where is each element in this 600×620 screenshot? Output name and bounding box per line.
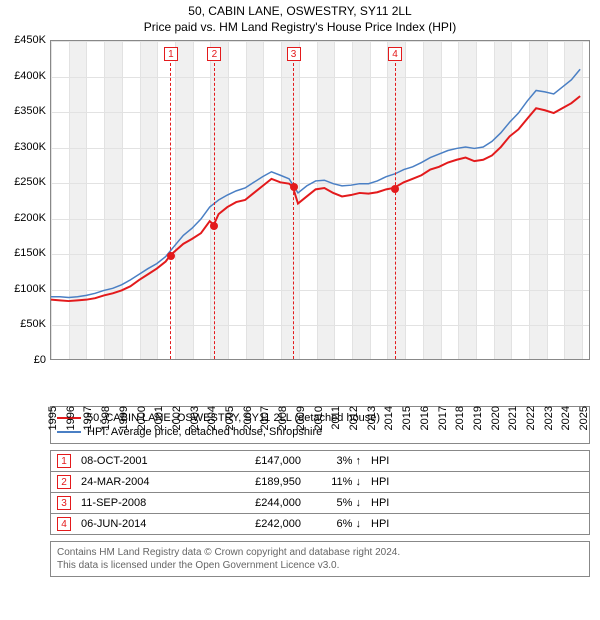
sale-hpi-label: HPI: [371, 518, 421, 530]
sale-hpi-label: HPI: [371, 497, 421, 509]
sale-date: 08-OCT-2001: [81, 455, 201, 467]
sale-marker-number: 1: [164, 47, 178, 61]
page-title: 50, CABIN LANE, OSWESTRY, SY11 2LL: [0, 4, 600, 18]
sales-row: 1 08-OCT-2001 £147,000 3% ↑ HPI: [51, 451, 589, 471]
sale-hpi-label: HPI: [371, 455, 421, 467]
sales-row: 3 11-SEP-2008 £244,000 5% ↓ HPI: [51, 492, 589, 513]
sale-marker-line: [293, 63, 294, 359]
sales-row: 2 24-MAR-2004 £189,950 11% ↓ HPI: [51, 471, 589, 492]
footer-attribution: Contains HM Land Registry data © Crown c…: [50, 541, 590, 577]
y-axis-label: £450K: [0, 34, 46, 46]
chart-lines: [51, 41, 589, 359]
sale-date: 06-JUN-2014: [81, 518, 201, 530]
y-axis-label: £400K: [0, 70, 46, 82]
y-axis-label: £0: [0, 354, 46, 366]
sale-marker-dot: [391, 185, 399, 193]
sale-date: 24-MAR-2004: [81, 476, 201, 488]
footer-line: This data is licensed under the Open Gov…: [57, 559, 583, 572]
y-axis-label: £250K: [0, 176, 46, 188]
sale-price: £244,000: [211, 497, 301, 509]
x-axis-label: 2025: [578, 406, 600, 430]
sale-marker-line: [214, 63, 215, 359]
sale-diff: 3% ↑: [311, 455, 361, 467]
sale-price: £189,950: [211, 476, 301, 488]
sale-price: £147,000: [211, 455, 301, 467]
sale-number-box: 3: [57, 496, 71, 510]
series-line: [51, 69, 580, 297]
sale-marker-number: 4: [388, 47, 402, 61]
sale-number-box: 1: [57, 454, 71, 468]
sale-hpi-label: HPI: [371, 476, 421, 488]
sale-diff: 6% ↓: [311, 518, 361, 530]
y-axis-label: £200K: [0, 212, 46, 224]
sale-marker-number: 2: [207, 47, 221, 61]
sale-diff: 11% ↓: [311, 476, 361, 488]
sale-date: 11-SEP-2008: [81, 497, 201, 509]
y-axis-label: £300K: [0, 141, 46, 153]
sales-table: 1 08-OCT-2001 £147,000 3% ↑ HPI 2 24-MAR-2004 £…: [50, 450, 590, 535]
sale-diff: 5% ↓: [311, 497, 361, 509]
legend-swatch: [57, 431, 81, 433]
y-axis-label: £150K: [0, 247, 46, 259]
footer-line: Contains HM Land Registry data © Crown c…: [57, 546, 583, 559]
sale-number-box: 2: [57, 475, 71, 489]
sale-price: £242,000: [211, 518, 301, 530]
y-axis-label: £350K: [0, 105, 46, 117]
series-line: [51, 96, 580, 301]
price-chart: 1234 £0£50K£100K£150K£200K£250K£300K£350…: [50, 40, 590, 400]
sale-marker-line: [395, 63, 396, 359]
page-subtitle: Price paid vs. HM Land Registry's House …: [0, 20, 600, 34]
sale-marker-number: 3: [287, 47, 301, 61]
y-axis-label: £100K: [0, 283, 46, 295]
sale-number-box: 4: [57, 517, 71, 531]
y-axis-label: £50K: [0, 318, 46, 330]
sale-marker-line: [170, 63, 171, 359]
sales-row: 4 06-JUN-2014 £242,000 6% ↓ HPI: [51, 513, 589, 534]
